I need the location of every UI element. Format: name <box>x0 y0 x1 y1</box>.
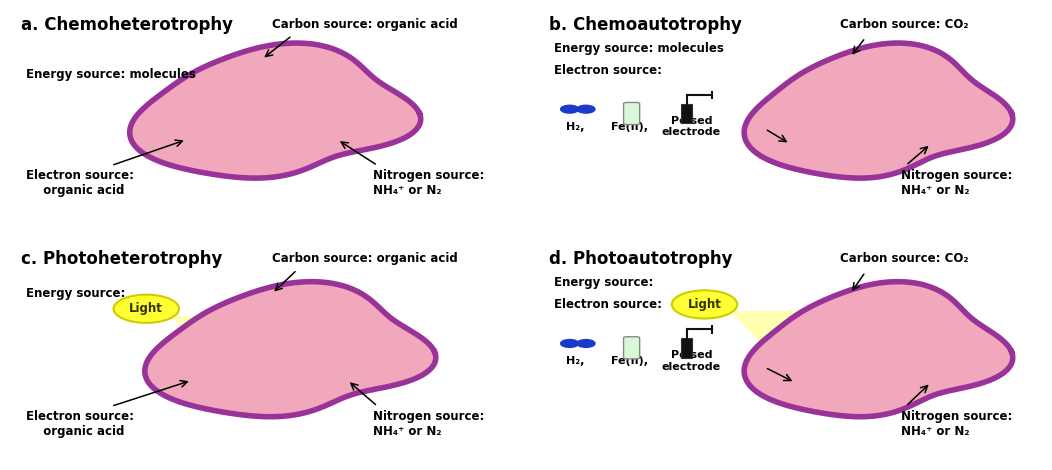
Text: Poised
electrode: Poised electrode <box>662 350 721 372</box>
Bar <box>682 338 692 358</box>
Bar <box>682 104 692 123</box>
Circle shape <box>114 295 179 323</box>
Text: Nitrogen source:
NH₄⁺ or N₂: Nitrogen source: NH₄⁺ or N₂ <box>372 169 484 197</box>
Circle shape <box>672 290 737 319</box>
Circle shape <box>561 105 579 113</box>
FancyBboxPatch shape <box>624 337 640 359</box>
Text: Carbon source: organic acid: Carbon source: organic acid <box>272 252 458 266</box>
Text: Electron source:
  organic acid: Electron source: organic acid <box>25 410 134 438</box>
Text: Nitrogen source:
NH₄⁺ or N₂: Nitrogen source: NH₄⁺ or N₂ <box>372 410 484 438</box>
Text: H₂,: H₂, <box>566 356 585 366</box>
Text: Electron source:: Electron source: <box>553 63 662 77</box>
Text: Energy source: molecules: Energy source: molecules <box>553 42 724 55</box>
Text: Electron source:
  organic acid: Electron source: organic acid <box>25 169 134 197</box>
Text: Fe(II),: Fe(II), <box>611 356 648 366</box>
Text: a. Chemoheterotrophy: a. Chemoheterotrophy <box>21 16 232 34</box>
Circle shape <box>576 339 595 347</box>
Text: Nitrogen source:
NH₄⁺ or N₂: Nitrogen source: NH₄⁺ or N₂ <box>901 169 1012 197</box>
FancyBboxPatch shape <box>624 102 640 125</box>
Polygon shape <box>173 317 268 355</box>
Text: Fe(II),: Fe(II), <box>611 122 648 132</box>
Polygon shape <box>732 311 827 350</box>
Text: Carbon source: organic acid: Carbon source: organic acid <box>272 18 458 31</box>
Text: Energy source: molecules: Energy source: molecules <box>25 68 196 81</box>
Text: Poised
electrode: Poised electrode <box>662 116 721 137</box>
Text: b. Chemoautotrophy: b. Chemoautotrophy <box>549 16 742 34</box>
Text: Energy source:: Energy source: <box>553 276 653 289</box>
Circle shape <box>576 105 595 113</box>
Text: Electron source:: Electron source: <box>553 298 662 311</box>
Polygon shape <box>145 282 436 417</box>
Circle shape <box>561 339 579 347</box>
Text: H₂,: H₂, <box>566 122 585 132</box>
Text: Energy source:: Energy source: <box>25 287 125 300</box>
Text: d. Photoautotrophy: d. Photoautotrophy <box>549 250 732 268</box>
Polygon shape <box>129 43 421 178</box>
Text: Carbon source: CO₂: Carbon source: CO₂ <box>841 18 969 31</box>
Text: Carbon source: CO₂: Carbon source: CO₂ <box>841 252 969 266</box>
Text: c. Photoheterotrophy: c. Photoheterotrophy <box>21 250 222 268</box>
Text: Light: Light <box>129 302 163 315</box>
Polygon shape <box>744 43 1013 178</box>
Text: Nitrogen source:
NH₄⁺ or N₂: Nitrogen source: NH₄⁺ or N₂ <box>901 410 1012 438</box>
Text: Light: Light <box>688 298 722 311</box>
Polygon shape <box>744 282 1013 417</box>
